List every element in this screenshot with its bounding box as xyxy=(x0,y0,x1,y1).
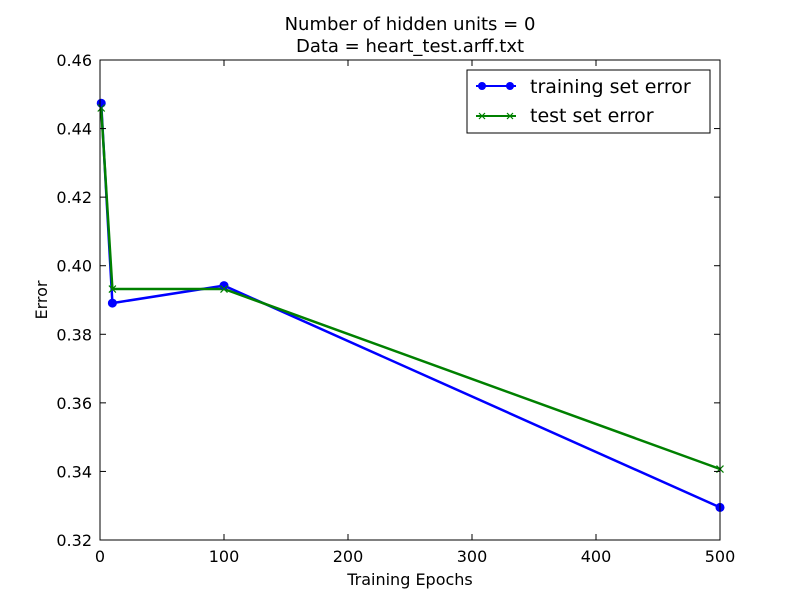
axes-frame xyxy=(99,59,721,541)
data-point-test xyxy=(108,285,117,293)
y-tick-label: 0.32 xyxy=(56,531,92,550)
y-tick-label: 0.46 xyxy=(56,51,92,70)
y-tick-label: 0.34 xyxy=(56,462,92,481)
y-tick-label: 0.42 xyxy=(56,188,92,207)
legend: training set error test set error xyxy=(466,69,711,134)
y-tick-label: 0.44 xyxy=(56,120,92,139)
x-tick-label: 200 xyxy=(333,547,364,566)
x-tick-label: 0 xyxy=(95,547,105,566)
x-tick-label: 400 xyxy=(581,547,612,566)
x-tick-label: 300 xyxy=(457,547,488,566)
series-layer xyxy=(96,98,725,512)
chart-subtitle: Data = heart_test.arff.txt xyxy=(296,36,524,57)
x-tick-label: 100 xyxy=(209,547,240,566)
legend-box xyxy=(466,69,711,134)
y-tick-label: 0.40 xyxy=(56,257,92,276)
y-tick-label: 0.38 xyxy=(56,325,92,344)
legend-marker-training xyxy=(478,82,486,90)
y-tick-label: 0.36 xyxy=(56,394,92,413)
legend-label-training: training set error xyxy=(530,76,691,98)
x-tick-label: 500 xyxy=(705,547,736,566)
series-line-test xyxy=(99,107,721,471)
data-point-training xyxy=(107,298,117,308)
data-point-training xyxy=(219,281,229,291)
y-axis-label: Error xyxy=(32,280,51,319)
data-point-test xyxy=(220,285,228,293)
legend-marker-training xyxy=(506,82,514,90)
plot-area: 0 100 200 300 400 500 0.32 0.34 0.36 0.38 0.40 0.42… xyxy=(56,51,735,566)
legend-label-test: test set error xyxy=(530,105,654,127)
legend-marker-test xyxy=(478,112,514,120)
chart-title: Number of hidden units = 0 xyxy=(285,14,536,35)
data-point-training xyxy=(96,98,106,108)
ticks-layer: 0 100 200 300 400 500 0.32 0.34 0.36 0.38 0.40 0.42… xyxy=(56,51,735,566)
data-point-test xyxy=(97,104,106,112)
x-axis-label: Training Epochs xyxy=(346,570,473,589)
